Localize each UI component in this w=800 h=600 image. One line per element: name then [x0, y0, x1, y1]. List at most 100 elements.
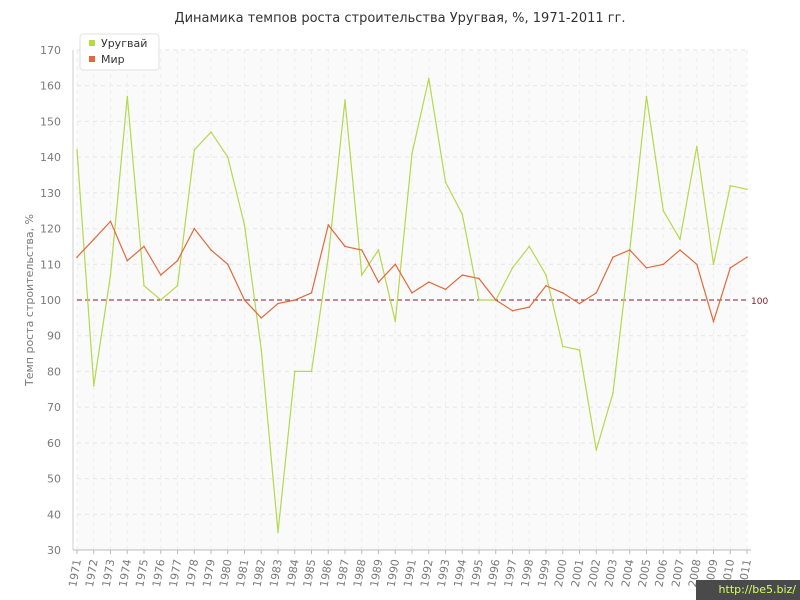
x-tick-label: 1993 [435, 558, 453, 588]
data-point-world [377, 281, 380, 283]
y-tick-label: 70 [47, 401, 61, 414]
x-tick-label: 1999 [535, 558, 553, 588]
data-point-uruguay [511, 267, 514, 269]
data-point-uruguay [109, 274, 112, 276]
data-point-world [612, 256, 614, 258]
data-point-world [411, 292, 413, 294]
data-point-uruguay [612, 392, 614, 394]
y-tick-label: 80 [47, 365, 61, 378]
reference-line: 100 [77, 297, 768, 307]
x-tick-label: 1998 [519, 558, 537, 588]
data-point-uruguay [159, 299, 162, 301]
data-point-world [578, 302, 581, 305]
data-point-world [176, 259, 179, 262]
data-point-world [628, 249, 631, 251]
data-point-world [712, 320, 715, 323]
data-point-world [293, 299, 296, 301]
data-point-uruguay [695, 145, 698, 148]
x-tick-label: 1981 [234, 558, 252, 588]
data-point-world [210, 249, 212, 251]
data-point-world [478, 277, 480, 280]
data-point-uruguay [327, 256, 330, 258]
data-point-world [662, 263, 665, 266]
data-point-uruguay [528, 245, 531, 248]
data-point-uruguay [461, 213, 464, 216]
y-tick-label: 160 [40, 80, 61, 93]
data-point-world [277, 302, 279, 305]
y-tick-label: 30 [47, 544, 61, 557]
data-point-world [444, 288, 447, 291]
legend-swatch-world [89, 56, 95, 62]
chart-title: Динамика темпов роста строительства Уруг… [174, 11, 625, 26]
x-tick-label: 1989 [368, 558, 386, 588]
data-point-uruguay [444, 181, 447, 183]
x-tick-label: 1975 [133, 558, 151, 588]
data-point-world [561, 292, 564, 294]
data-point-world [310, 292, 313, 294]
data-point-world [511, 309, 514, 312]
x-tick-label: 1990 [385, 558, 403, 588]
data-point-uruguay [360, 274, 363, 276]
data-point-world [645, 267, 648, 269]
x-tick-label: 1994 [452, 558, 470, 588]
data-point-uruguay [729, 184, 732, 187]
y-tick-label: 170 [40, 44, 61, 57]
x-tick-label: 1974 [117, 558, 135, 588]
x-tick-label: 2002 [586, 558, 604, 588]
x-tick-label: 1978 [184, 558, 202, 588]
data-point-uruguay [595, 449, 598, 451]
watermark: http://be5.biz/ [696, 580, 800, 600]
data-point-world [427, 281, 430, 283]
data-point-world [260, 317, 263, 319]
x-tick-label: 2003 [602, 558, 620, 588]
data-point-uruguay [561, 345, 564, 348]
data-point-uruguay [277, 531, 279, 533]
x-tick-label: 2000 [552, 558, 570, 588]
x-tick-label: 1971 [66, 558, 84, 588]
data-point-world [109, 220, 112, 223]
x-tick-label: 1985 [301, 558, 319, 588]
data-point-uruguay [662, 209, 665, 212]
x-tick-label: 1996 [485, 558, 503, 588]
x-tick-label: 2005 [636, 558, 654, 588]
data-point-world [528, 306, 531, 308]
data-point-uruguay [645, 95, 648, 98]
y-tick-label: 40 [47, 508, 61, 521]
x-tick-label: 1979 [200, 558, 218, 588]
y-tick-label: 90 [47, 330, 61, 343]
x-tick-label: 1997 [502, 558, 520, 588]
data-point-world [344, 245, 346, 248]
legend-label-uruguay[interactable]: Уругвай [101, 37, 147, 50]
y-tick-label: 150 [40, 115, 61, 128]
data-point-uruguay [377, 249, 380, 251]
data-point-world [595, 292, 598, 294]
data-point-world [159, 274, 162, 276]
x-tick-label: 1972 [83, 558, 101, 588]
data-point-world [360, 249, 363, 251]
data-point-world [92, 238, 95, 241]
legend-label-world[interactable]: Мир [101, 53, 125, 66]
data-point-world [461, 274, 464, 276]
series-lines [76, 77, 748, 533]
data-point-uruguay [243, 224, 246, 226]
data-point-uruguay [545, 274, 547, 276]
data-point-world [695, 263, 698, 266]
x-tick-label: 1986 [318, 558, 336, 588]
y-tick-label: 100 [40, 294, 61, 307]
data-point-uruguay [411, 152, 413, 155]
data-point-uruguay [193, 149, 196, 151]
data-point-world [729, 267, 732, 269]
data-point-uruguay [578, 349, 581, 351]
data-point-uruguay [76, 149, 78, 151]
data-point-uruguay [712, 263, 715, 266]
data-point-uruguay [260, 349, 263, 351]
data-point-uruguay [478, 299, 480, 301]
data-point-uruguay [344, 99, 346, 101]
y-tick-label: 140 [40, 151, 61, 164]
y-tick-label: 120 [40, 223, 61, 236]
x-tick-label: 2006 [653, 558, 671, 588]
x-tick-label: 1982 [251, 558, 269, 588]
data-point-world [126, 259, 129, 262]
reference-line-label: 100 [751, 297, 768, 307]
data-point-uruguay [126, 95, 129, 98]
